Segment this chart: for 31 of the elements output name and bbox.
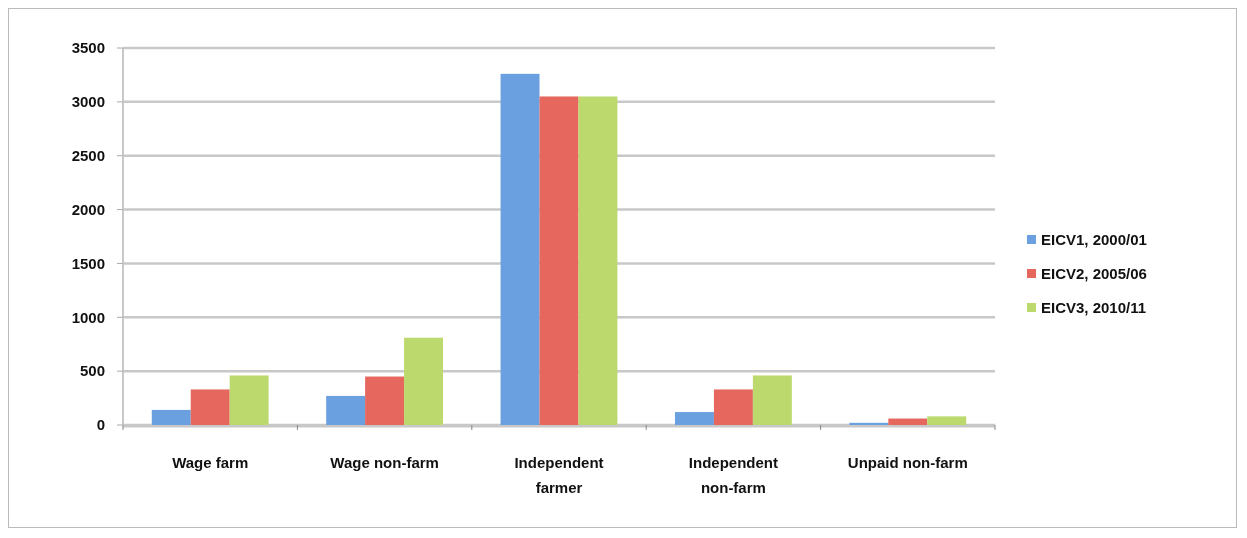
y-tick-label: 3000 xyxy=(71,93,105,111)
y-tick-label: 2500 xyxy=(71,146,105,164)
legend-label: EICV3, 2010/11 xyxy=(1041,299,1147,317)
x-tick-label: Independent non-farm xyxy=(688,454,778,496)
bar xyxy=(365,376,405,425)
y-tick-label: 1000 xyxy=(71,308,105,326)
bar xyxy=(578,96,618,425)
bar xyxy=(752,375,792,425)
legend-label: EICV1, 2000/01 xyxy=(1041,231,1147,249)
bar xyxy=(849,422,889,425)
y-tick-label: 2000 xyxy=(71,200,105,218)
x-tick-label: Independent farmer xyxy=(514,454,604,496)
bar xyxy=(229,375,269,425)
x-tick-label: Wage farm xyxy=(172,454,249,471)
y-tick-label: 1500 xyxy=(71,254,105,272)
legend-label: EICV2, 2005/06 xyxy=(1041,265,1147,283)
bar xyxy=(326,395,366,425)
bar xyxy=(151,409,191,425)
y-tick-label: 0 xyxy=(96,416,105,434)
x-tick-label: Unpaid non-farm xyxy=(847,454,968,471)
y-tick-label: 3500 xyxy=(71,39,105,57)
bar xyxy=(713,389,753,425)
bar xyxy=(888,418,928,425)
bar xyxy=(500,73,540,425)
bar xyxy=(927,416,967,425)
bar xyxy=(539,96,579,425)
x-tick-label: Wage non-farm xyxy=(330,454,439,471)
bar xyxy=(190,389,230,425)
bar xyxy=(674,412,714,425)
y-tick-label: 500 xyxy=(79,362,105,380)
bar xyxy=(404,337,444,425)
